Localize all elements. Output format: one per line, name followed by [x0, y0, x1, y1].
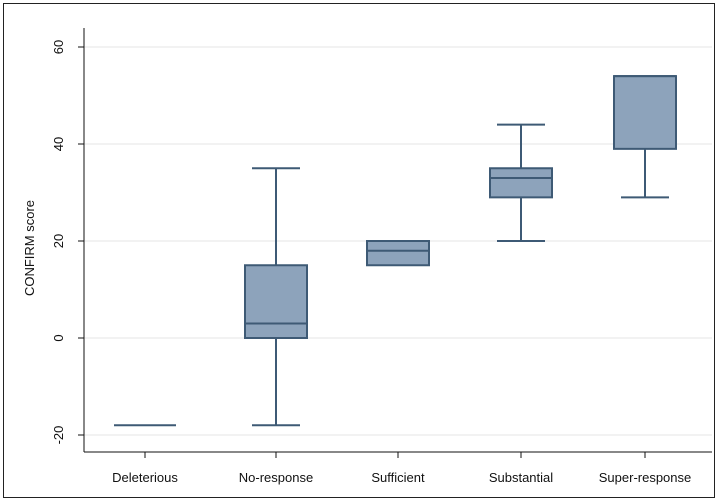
y-tick-label: 60 — [51, 40, 66, 54]
x-tick-label: Substantial — [489, 470, 553, 485]
y-tick-label: 20 — [51, 234, 66, 248]
box-iqr — [366, 240, 430, 267]
box-iqr — [613, 75, 677, 150]
y-tick-label: -20 — [51, 426, 66, 445]
x-tick-label: No-response — [239, 470, 313, 485]
box-iqr — [489, 167, 553, 199]
y-axis-title: CONFIRM score — [22, 200, 37, 296]
chart-frame — [3, 3, 715, 498]
x-tick-label: Sufficient — [371, 470, 425, 485]
box-iqr — [244, 264, 308, 339]
y-tick-label: 0 — [51, 334, 66, 341]
x-tick-label: Super-response — [599, 470, 692, 485]
y-tick-label: 40 — [51, 137, 66, 151]
x-tick-label: Deleterious — [112, 470, 178, 485]
